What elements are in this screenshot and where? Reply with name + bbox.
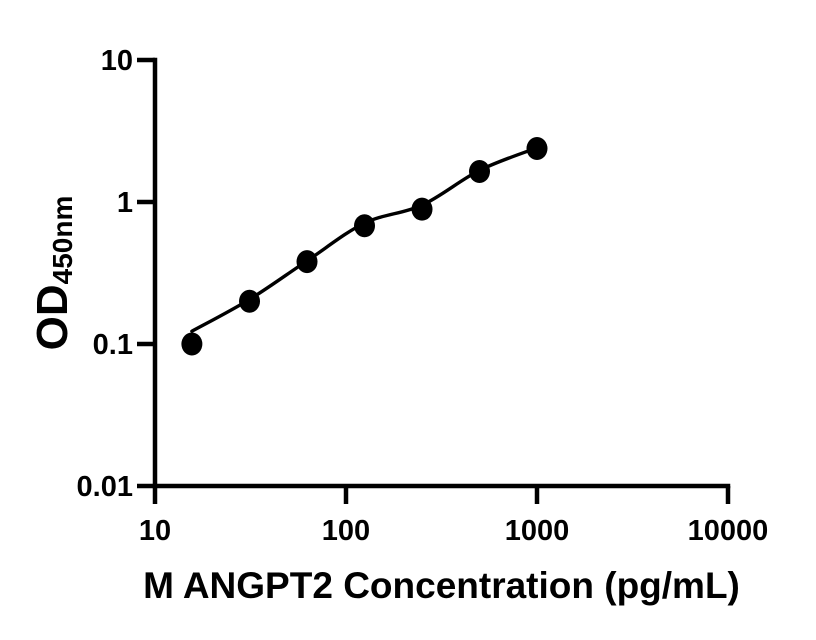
data-point — [526, 137, 548, 161]
y-axis-title-main: OD — [28, 284, 77, 350]
x-tick-label: 10 — [139, 515, 171, 547]
y-tick-label: 0.01 — [77, 471, 133, 503]
data-point-layer — [181, 137, 548, 356]
x-tick-label: 10000 — [688, 515, 769, 547]
x-tick-label: 1000 — [505, 515, 570, 547]
data-point — [469, 159, 491, 183]
data-point — [239, 289, 261, 313]
y-axis-title-subscript: 450nm — [47, 196, 78, 285]
y-tick-label: 10 — [101, 45, 133, 77]
data-point — [411, 197, 433, 221]
x-tick-label: 100 — [322, 515, 370, 547]
x-axis-title: M ANGPT2 Concentration (pg/mL) — [143, 565, 740, 606]
y-tick-label: 0.1 — [93, 329, 133, 361]
data-point — [296, 250, 318, 274]
data-point — [354, 214, 376, 238]
y-axis-title: OD450nm — [28, 196, 78, 351]
data-point — [181, 332, 203, 356]
axes — [137, 57, 731, 504]
y-tick-label: 1 — [117, 187, 133, 219]
